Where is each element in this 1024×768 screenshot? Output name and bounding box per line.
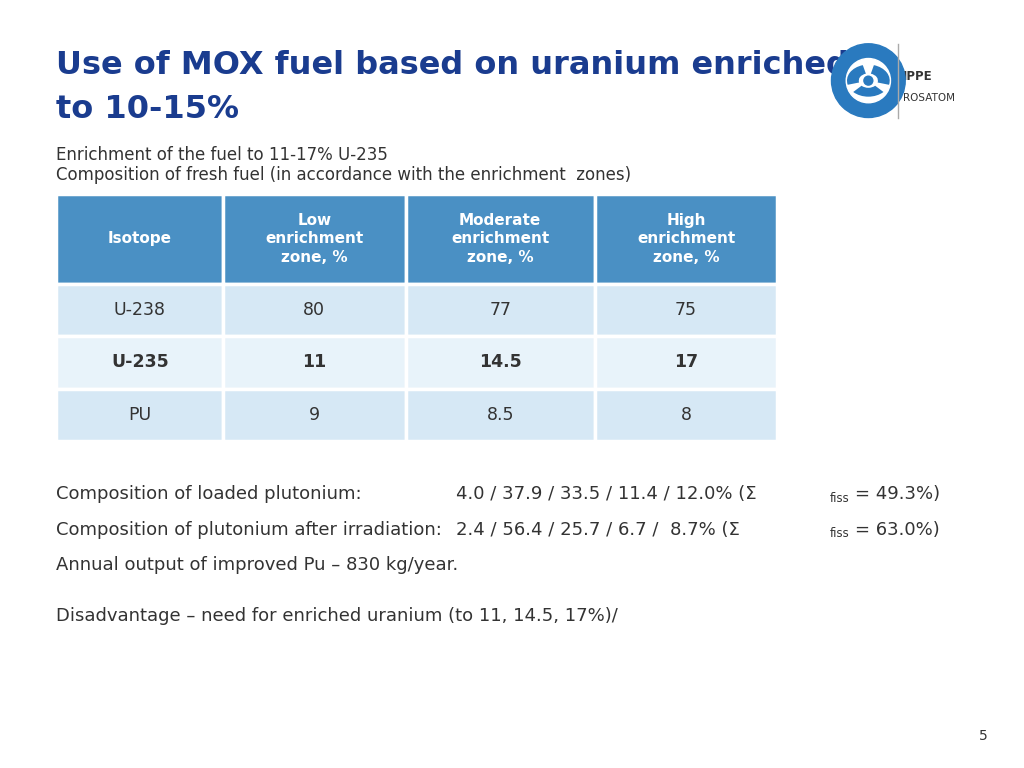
FancyBboxPatch shape — [406, 284, 595, 336]
Text: Annual output of improved Pu – 830 kg/year.: Annual output of improved Pu – 830 kg/ye… — [56, 556, 459, 574]
Text: 17: 17 — [674, 353, 698, 372]
Text: Composition of fresh fuel (in accordance with the enrichment  zones): Composition of fresh fuel (in accordance… — [56, 166, 632, 184]
Text: Moderate
enrichment
zone, %: Moderate enrichment zone, % — [452, 213, 549, 265]
Text: = 49.3%): = 49.3%) — [855, 485, 940, 503]
FancyBboxPatch shape — [56, 336, 223, 389]
Text: Enrichment of the fuel to 11-17% U-235: Enrichment of the fuel to 11-17% U-235 — [56, 146, 388, 164]
Wedge shape — [870, 65, 890, 84]
FancyBboxPatch shape — [56, 284, 223, 336]
FancyBboxPatch shape — [56, 389, 223, 441]
FancyBboxPatch shape — [56, 194, 223, 284]
Text: Isotope: Isotope — [108, 231, 172, 247]
Ellipse shape — [831, 44, 905, 118]
Text: 14.5: 14.5 — [479, 353, 521, 372]
Text: Low
enrichment
zone, %: Low enrichment zone, % — [265, 213, 364, 265]
Text: 8: 8 — [681, 406, 691, 424]
Text: 9: 9 — [309, 406, 319, 424]
Text: fiss: fiss — [829, 527, 849, 540]
Text: 4.0 / 37.9 / 33.5 / 11.4 / 12.0% (Σ: 4.0 / 37.9 / 33.5 / 11.4 / 12.0% (Σ — [456, 485, 757, 503]
Wedge shape — [847, 65, 866, 84]
FancyBboxPatch shape — [595, 194, 777, 284]
FancyBboxPatch shape — [595, 284, 777, 336]
Text: 80: 80 — [303, 301, 326, 319]
Text: U-238: U-238 — [114, 301, 166, 319]
Text: = 63.0%): = 63.0%) — [855, 521, 940, 538]
Text: fiss: fiss — [829, 492, 849, 505]
FancyBboxPatch shape — [223, 336, 406, 389]
FancyBboxPatch shape — [595, 336, 777, 389]
FancyBboxPatch shape — [595, 389, 777, 441]
Text: 5: 5 — [979, 730, 988, 743]
Text: ROSATOM: ROSATOM — [903, 92, 955, 103]
Text: PU: PU — [128, 406, 152, 424]
FancyBboxPatch shape — [223, 194, 406, 284]
Text: 11: 11 — [302, 353, 327, 372]
Text: 75: 75 — [675, 301, 697, 319]
FancyBboxPatch shape — [223, 284, 406, 336]
Ellipse shape — [846, 58, 891, 103]
FancyBboxPatch shape — [406, 389, 595, 441]
Text: to 10-15%: to 10-15% — [56, 94, 240, 124]
Text: IPPE: IPPE — [903, 71, 933, 83]
FancyBboxPatch shape — [406, 336, 595, 389]
Text: Disadvantage – need for enriched uranium (to 11, 14.5, 17%)/: Disadvantage – need for enriched uranium… — [56, 607, 618, 624]
FancyBboxPatch shape — [406, 194, 595, 284]
Wedge shape — [853, 86, 884, 97]
Text: High
enrichment
zone, %: High enrichment zone, % — [637, 213, 735, 265]
Text: 77: 77 — [489, 301, 511, 319]
FancyBboxPatch shape — [223, 389, 406, 441]
Text: Composition of plutonium after irradiation:: Composition of plutonium after irradiati… — [56, 521, 442, 538]
Ellipse shape — [863, 75, 873, 86]
Text: 2.4 / 56.4 / 25.7 / 6.7 /  8.7% (Σ: 2.4 / 56.4 / 25.7 / 6.7 / 8.7% (Σ — [456, 521, 739, 538]
Text: Composition of loaded plutonium:: Composition of loaded plutonium: — [56, 485, 361, 503]
Text: 8.5: 8.5 — [486, 406, 514, 424]
Text: U-235: U-235 — [111, 353, 169, 372]
Text: Use of MOX fuel based on uranium enriched: Use of MOX fuel based on uranium enriche… — [56, 50, 849, 81]
